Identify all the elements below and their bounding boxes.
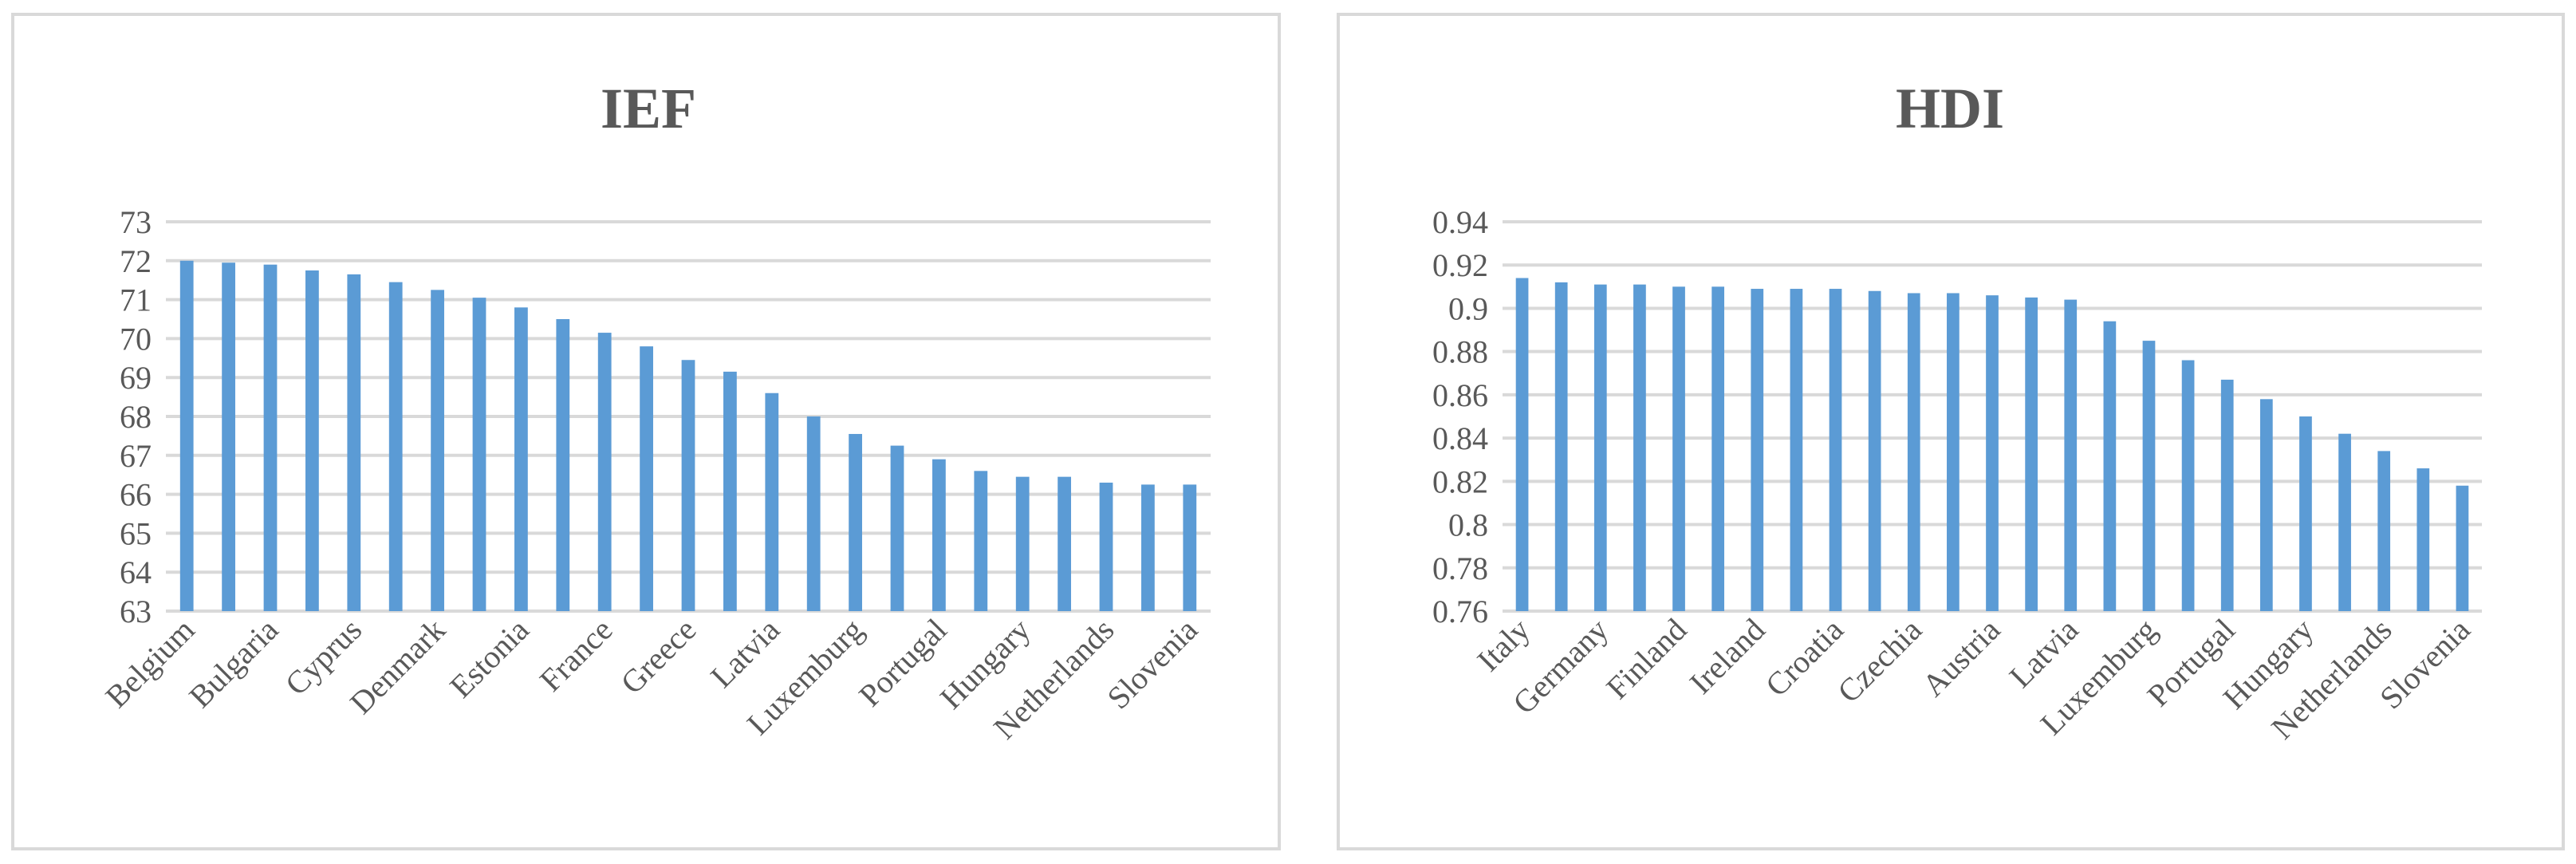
hdi-chart-panel: HDI 0.76 0.78 0.8 0.82 0.84 0.86 0.88 0.9 0.92 0.9… [1337, 13, 2565, 850]
ief-chart: IEF6364656667686970717273BelgiumBulgaria… [98, 77, 1211, 746]
hdi-bar [2299, 416, 2312, 611]
ief-y-tick-label: 67 [120, 438, 152, 474]
hdi-bar [1751, 289, 1764, 611]
ief-x-tick-label: Portugal [852, 612, 954, 714]
ief-bar [1183, 484, 1197, 611]
hdi-y-tick-label: 0.78 [1432, 550, 1488, 586]
hdi-bar [2416, 468, 2430, 611]
ief-y-tick-label: 71 [120, 282, 152, 318]
hdi-bar [1907, 293, 1920, 611]
ief-x-tick-label: Estonia [443, 611, 536, 704]
ief-bar [806, 416, 821, 611]
hdi-bar [2103, 321, 2117, 611]
hdi-bar [1672, 286, 1685, 611]
ief-x-tick-label: Bulgaria [182, 611, 285, 714]
ief-bar [388, 282, 403, 611]
ief-y-tick-label: 73 [120, 204, 152, 240]
hdi-y-tick-label: 0.76 [1432, 594, 1488, 629]
hdi-bar [1947, 293, 1960, 611]
ief-bar [849, 433, 862, 611]
ief-bar [932, 459, 946, 611]
ief-bar [640, 346, 653, 611]
ief-y-tick-label: 63 [120, 594, 152, 629]
hdi-y-tick-label: 0.86 [1432, 377, 1488, 413]
ief-bar [974, 471, 988, 611]
ief-y-tick-label: 64 [120, 554, 152, 590]
hdi-bar [1829, 289, 1842, 611]
hdi-bar [1868, 290, 1881, 611]
ief-bar [1141, 484, 1155, 611]
ief-bar [179, 260, 194, 611]
hdi-bar [2259, 399, 2273, 611]
hdi-x-tick-label: Czechia [1830, 611, 1928, 709]
ief-y-tick-label: 66 [120, 477, 152, 513]
ief-bar [1058, 476, 1071, 611]
ief-bar [597, 333, 612, 611]
hdi-x-tick-label: Austria [1915, 611, 2007, 703]
ief-y-tick-label: 65 [120, 515, 152, 551]
ief-bar [723, 371, 737, 611]
hdi-bar [2064, 299, 2078, 611]
hdi-bar [1554, 282, 1568, 611]
ief-bar [263, 264, 278, 611]
hdi-y-tick-label: 0.9 [1448, 290, 1488, 326]
hdi-bar [1711, 286, 1725, 611]
ief-bar [305, 270, 319, 611]
ief-bar [765, 393, 779, 611]
ief-bar [1015, 476, 1030, 611]
hdi-y-tick-label: 0.88 [1432, 334, 1488, 370]
ief-bar [514, 307, 528, 611]
hdi-bar [1515, 278, 1529, 611]
ief-bar [681, 360, 695, 611]
ief-bar [431, 290, 444, 611]
hdi-x-tick-label: Ireland [1683, 612, 1772, 701]
hdi-bar [2377, 451, 2391, 611]
ief-chart-title: IEF [601, 77, 696, 140]
hdi-chart: HDI 0.76 0.78 0.8 0.82 0.84 0.86 0.88 0.9 0.92 0.9… [1432, 77, 2482, 746]
hdi-bar [2025, 297, 2038, 611]
ief-chart-panel: IEF 63 64 65 66 67 68 69 70 71 72 73 Belgium Bulgaria… [11, 13, 1281, 850]
hdi-y-tick-label: 0.94 [1432, 204, 1488, 240]
ief-bar [890, 445, 904, 611]
hdi-x-tick-label: Finland [1599, 612, 1693, 706]
hdi-bar [2142, 341, 2156, 611]
ief-bar [347, 274, 361, 611]
ief-bar [1099, 482, 1113, 611]
hdi-bar [1790, 289, 1803, 611]
ief-bar [222, 262, 235, 611]
hdi-y-tick-label: 0.92 [1432, 247, 1488, 283]
ief-x-tick-label: Greece [613, 612, 703, 701]
ief-y-tick-label: 68 [120, 399, 152, 435]
hdi-chart-title: HDI [1896, 77, 2004, 140]
ief-bar [556, 319, 570, 611]
ief-y-tick-label: 72 [120, 243, 152, 279]
ief-x-tick-label: Slovenia [1100, 611, 1204, 716]
ief-x-tick-label: France [533, 612, 620, 699]
hdi-y-tick-label: 0.8 [1448, 507, 1488, 543]
hdi-y-tick-label: 0.84 [1432, 420, 1488, 456]
ief-bar [472, 298, 486, 611]
ief-y-tick-label: 69 [120, 360, 152, 396]
hdi-bar [1593, 284, 1607, 611]
hdi-bar [2220, 379, 2234, 611]
hdi-bar [2181, 360, 2195, 611]
hdi-bar [2456, 485, 2469, 611]
ief-y-tick-label: 70 [120, 321, 152, 357]
hdi-bar [1633, 284, 1646, 611]
hdi-bar [2338, 433, 2351, 611]
hdi-bar [1986, 295, 1999, 611]
hdi-y-tick-label: 0.82 [1432, 464, 1488, 499]
